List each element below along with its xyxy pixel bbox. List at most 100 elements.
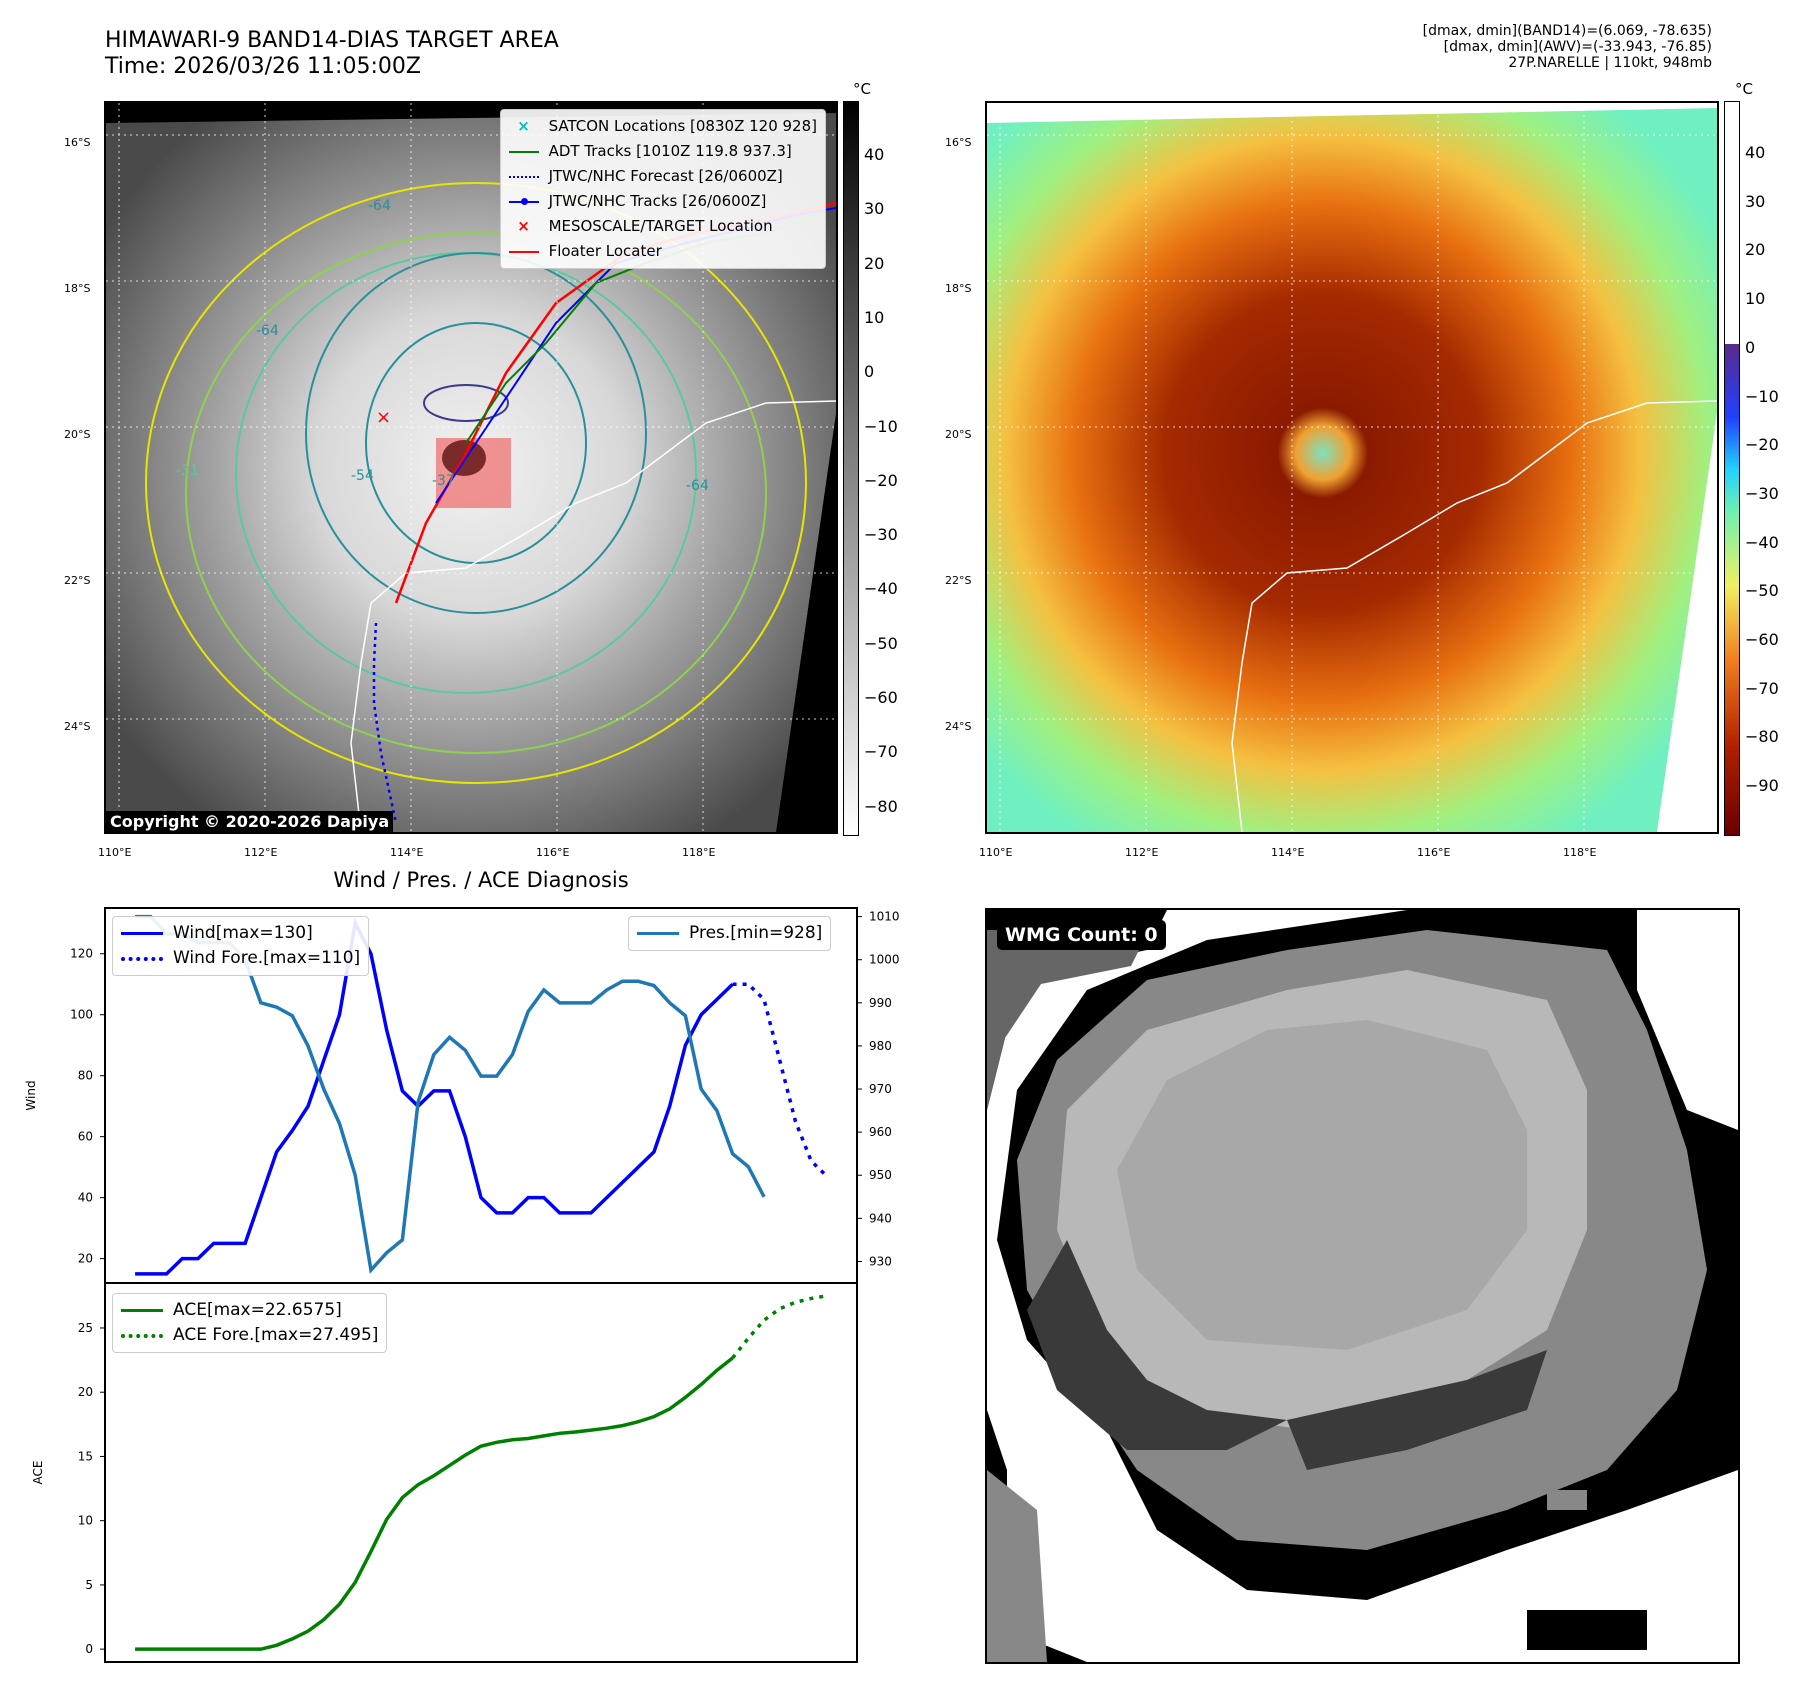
colorbar-tick-label: −50 — [1745, 581, 1779, 601]
legend-entry: × SATCON Locations [0830Z 120 928] — [509, 114, 817, 139]
colorbar-tick-label: 40 — [864, 145, 885, 164]
line-marker-icon — [508, 150, 539, 153]
y-axis-label: ACE — [31, 1461, 45, 1485]
colorbar-tick-label: −50 — [864, 633, 898, 653]
y-tick-label: 25 — [78, 1321, 93, 1335]
colorbar-tick-label: −70 — [864, 742, 898, 762]
y2-tick-label: 950 — [869, 1168, 892, 1182]
figure-title: HIMAWARI-9 BAND14-DIAS TARGET AREA Time:… — [105, 28, 559, 80]
series-line-wind — [135, 917, 734, 1276]
colorbar-tick-label: −40 — [1745, 532, 1779, 552]
colorbar-tick-label: −20 — [864, 470, 898, 490]
y-tick-label: 0 — [85, 1642, 93, 1656]
awv-map-panel — [985, 101, 1719, 834]
legend-entry: ACE Fore.[max=27.495] — [121, 1323, 378, 1348]
y-tick-label: 60 — [78, 1130, 93, 1144]
legend-label: Floater Locater — [548, 242, 662, 260]
colorbar-tick-label: 10 — [1745, 289, 1766, 309]
legend-label: JTWC/NHC Forecast [26/0600Z] — [548, 167, 783, 185]
y-tick-label: 20 — [78, 1252, 93, 1266]
y2-tick-label: 970 — [869, 1082, 892, 1096]
y-tick-label: 120 — [70, 947, 93, 961]
legend-label: ACE[max=22.6575] — [173, 1300, 342, 1320]
lat-label: 22°S — [64, 574, 91, 587]
band14-map-image: × — [106, 103, 836, 832]
contour-label: -64 — [686, 478, 709, 494]
awv-map-image — [987, 103, 1717, 832]
colorbar-tick-label: 10 — [864, 307, 885, 327]
legend-label: JTWC/NHC Tracks [26/0600Z] — [548, 192, 767, 210]
gray-colorbar — [843, 101, 859, 836]
pressure-legend: Pres.[min=928] — [628, 916, 832, 951]
contour-label: -64 — [256, 323, 279, 339]
lat-label: 20°S — [945, 428, 972, 441]
dotted-marker-icon — [121, 956, 163, 961]
y2-tick-label: 1000 — [869, 953, 900, 967]
y-tick-label: 80 — [78, 1069, 93, 1083]
y2-tick-label: 940 — [869, 1211, 892, 1225]
title-line-1: HIMAWARI-9 BAND14-DIAS TARGET AREA — [105, 28, 559, 53]
lon-label: 118°E — [682, 846, 716, 859]
y-axis-label: Wind — [24, 1080, 38, 1110]
y-tick-label: 10 — [78, 1514, 93, 1528]
lat-label: 20°S — [64, 428, 91, 441]
dotted-marker-icon — [121, 1333, 163, 1338]
color-colorbar — [1724, 101, 1740, 836]
legend-entry: Floater Locater — [508, 239, 817, 264]
lat-label: 18°S — [945, 282, 972, 295]
ace-legend: ACE[max=22.6575] ACE Fore.[max=27.495] — [112, 1293, 388, 1353]
colorbar-tick-label: 20 — [1745, 240, 1766, 260]
lon-label: 110°E — [98, 846, 132, 859]
diagnosis-title: Wind / Pres. / ACE Diagnosis — [333, 868, 629, 892]
info-line-1: [dmax, dmin](BAND14)=(6.069, -78.635) — [1422, 23, 1712, 39]
colorbar-tick-label: −80 — [1745, 727, 1779, 747]
ace-frame — [104, 1282, 858, 1663]
legend-label: Wind Fore.[max=110] — [173, 948, 361, 968]
legend-label: MESOSCALE/TARGET Location — [548, 217, 773, 235]
colorbar-tick-label: −90 — [1745, 776, 1779, 796]
lon-label: 114°E — [390, 846, 424, 859]
legend-entry: ADT Tracks [1010Z 119.8 937.3] — [508, 139, 817, 164]
colorbar-tick-label: −70 — [1745, 678, 1779, 698]
diagnosis-chart: 2040608010012093094095096097098099010001… — [24, 907, 900, 1663]
lat-label: 18°S — [64, 282, 91, 295]
legend-label: ACE Fore.[max=27.495] — [173, 1325, 379, 1345]
colorbar-tick-label: 30 — [864, 199, 885, 219]
dotted-marker-icon — [508, 175, 539, 178]
x-marker-icon: × — [517, 117, 530, 135]
colorbar-tick-label: −60 — [1745, 630, 1779, 649]
copyright-label: Copyright © 2020-2026 Dapiya — [106, 811, 394, 832]
legend-label: SATCON Locations [0830Z 120 928] — [548, 117, 817, 135]
y2-tick-label: 1010 — [869, 910, 900, 924]
legend-entry: Pres.[min=928] — [637, 921, 822, 946]
y-tick-label: 5 — [85, 1578, 93, 1592]
lon-label: 112°E — [1125, 846, 1159, 859]
colorbar-tick-label: 40 — [1745, 143, 1766, 162]
line-dot-marker-icon — [508, 197, 539, 205]
colorbar-tick-label: −20 — [1745, 435, 1779, 455]
legend-label: ADT Tracks [1010Z 119.8 937.3] — [548, 142, 792, 160]
lat-label: 24°S — [64, 720, 91, 733]
legend-entry: JTWC/NHC Tracks [26/0600Z] — [508, 189, 817, 214]
colorbar-tick-label: −10 — [1745, 386, 1779, 406]
contour-label: -31 — [176, 463, 199, 479]
wmg-image — [987, 910, 1738, 1662]
series-line-ace-fore- — [731, 1294, 828, 1360]
colorbar-tick-label: −30 — [864, 525, 898, 545]
legend-entry: JTWC/NHC Forecast [26/0600Z] — [508, 164, 817, 189]
colorbar-tick-label: 0 — [1745, 337, 1756, 357]
legend-entry: Wind Fore.[max=110] — [121, 946, 360, 971]
gray-colorbar-unit: °C — [853, 80, 871, 98]
colorbar-tick-label: 30 — [1745, 191, 1766, 211]
legend-label: Wind[max=130] — [173, 923, 313, 943]
series-line-ace — [135, 1356, 734, 1651]
colorbar-tick-label: 0 — [864, 362, 875, 382]
legend-entry: ACE[max=22.6575] — [121, 1298, 378, 1323]
lon-label: 114°E — [1271, 846, 1305, 859]
x-marker-icon: × — [517, 217, 530, 235]
y2-tick-label: 960 — [869, 1125, 892, 1139]
line-marker-icon — [121, 1309, 163, 1312]
lon-label: 116°E — [536, 846, 570, 859]
line-marker-icon — [121, 932, 163, 935]
info-line-3: 27P.NARELLE | 110kt, 948mb — [1508, 55, 1712, 71]
